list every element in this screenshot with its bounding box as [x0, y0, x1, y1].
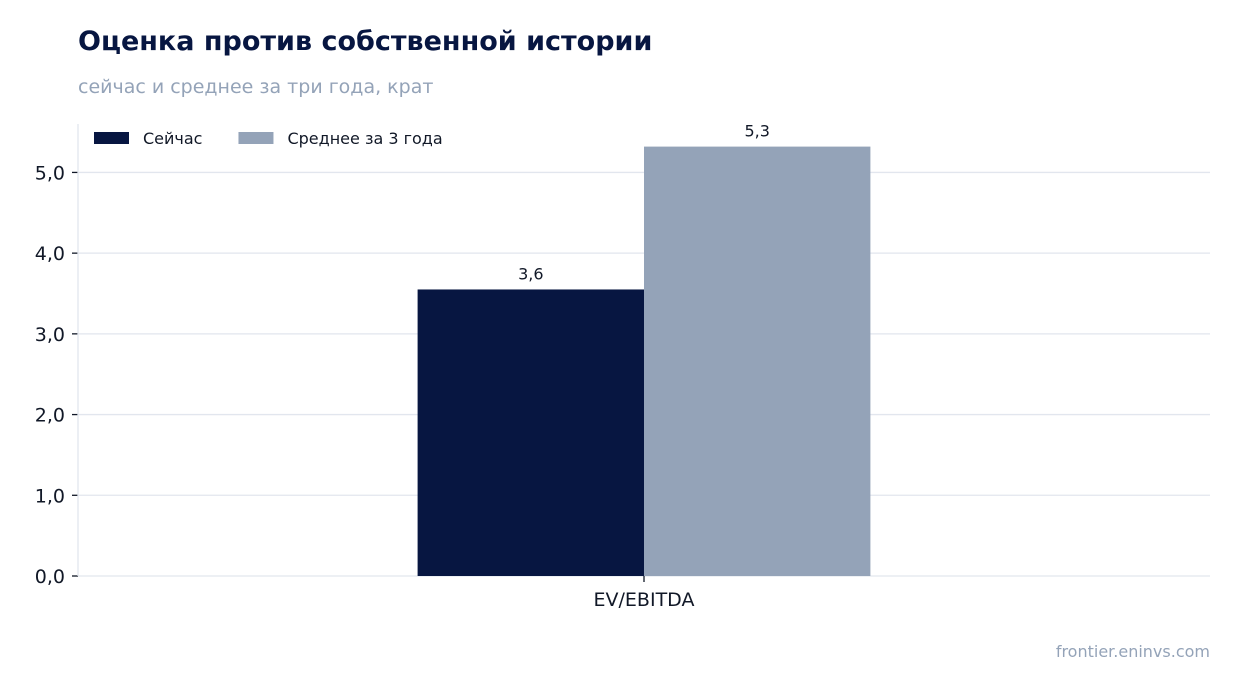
y-tick-label: 3,0	[35, 324, 65, 346]
axes: 0,0 1,0 2,0 3,0 4,0 5,0 EV/EBITDA	[35, 124, 695, 611]
legend-label: Среднее за 3 года	[287, 129, 442, 148]
chart-subtitle: сейчас и среднее за три года, крат	[78, 76, 434, 98]
y-tick-label: 2,0	[35, 405, 65, 427]
source-credit: frontier.eninvs.com	[1055, 642, 1210, 661]
bars	[417, 146, 871, 576]
x-tick-label: EV/EBITDA	[594, 589, 695, 611]
legend-label: Сейчас	[143, 129, 202, 148]
legend-swatch	[94, 132, 129, 144]
bar-average	[644, 146, 871, 576]
data-labels: 3,6 5,3	[518, 122, 770, 284]
legend: Сейчас Среднее за 3 года	[94, 129, 443, 148]
chart-title: Оценка против собственной истории	[78, 26, 653, 57]
data-label: 3,6	[518, 264, 543, 283]
y-tick-label: 4,0	[35, 243, 65, 265]
y-tick-label: 5,0	[35, 162, 65, 184]
legend-swatch	[238, 132, 274, 144]
y-tick-label: 1,0	[35, 485, 65, 507]
data-label: 5,3	[744, 122, 769, 141]
y-tick-label: 0,0	[35, 566, 65, 588]
bar-current	[417, 289, 644, 576]
